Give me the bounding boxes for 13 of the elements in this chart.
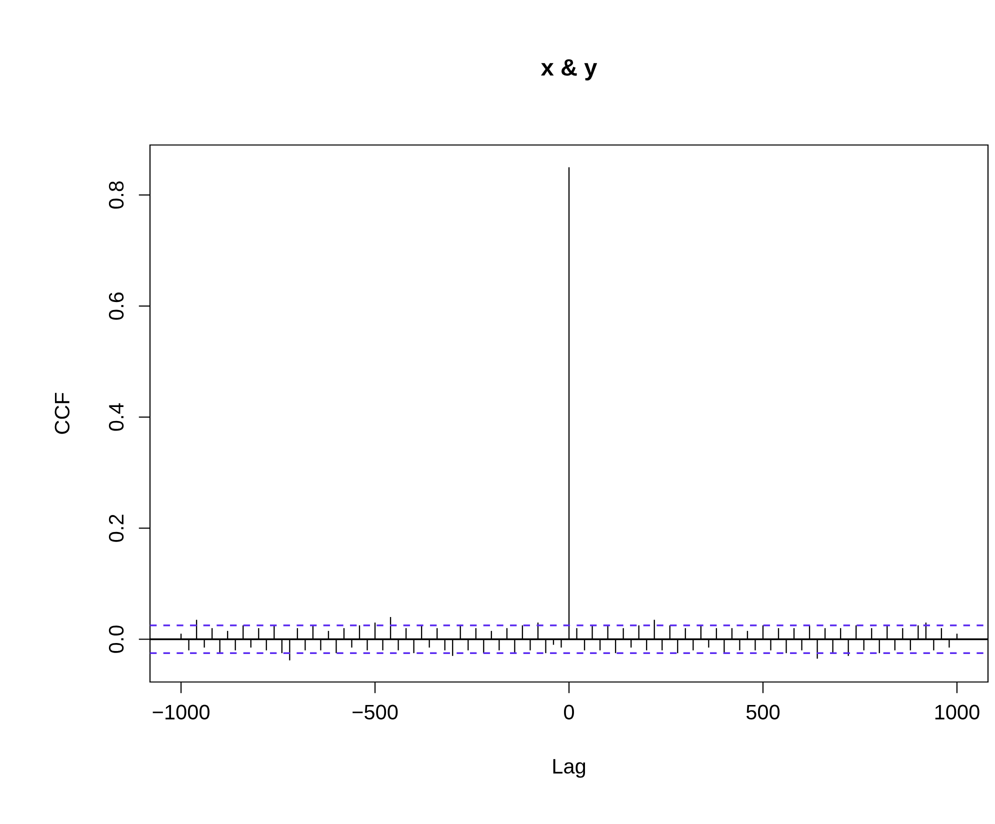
x-tick-label: 1000 <box>935 704 980 720</box>
y-tick-label: 0.2 <box>108 514 124 542</box>
x-axis-title: Lag <box>553 759 586 778</box>
x-tick-label: 0 <box>564 704 574 720</box>
x-tick-label: 500 <box>746 704 780 720</box>
y-axis-title: CCF <box>54 392 70 434</box>
y-tick-label: 0.4 <box>108 403 124 431</box>
y-tick-label: 0.8 <box>108 181 124 209</box>
x-tick-label: −500 <box>352 704 398 720</box>
y-tick-label: 0.6 <box>108 292 124 320</box>
chart-title: x & y <box>540 59 598 80</box>
x-tick-label: −1000 <box>152 704 210 720</box>
y-tick-label: 0.0 <box>108 626 124 653</box>
